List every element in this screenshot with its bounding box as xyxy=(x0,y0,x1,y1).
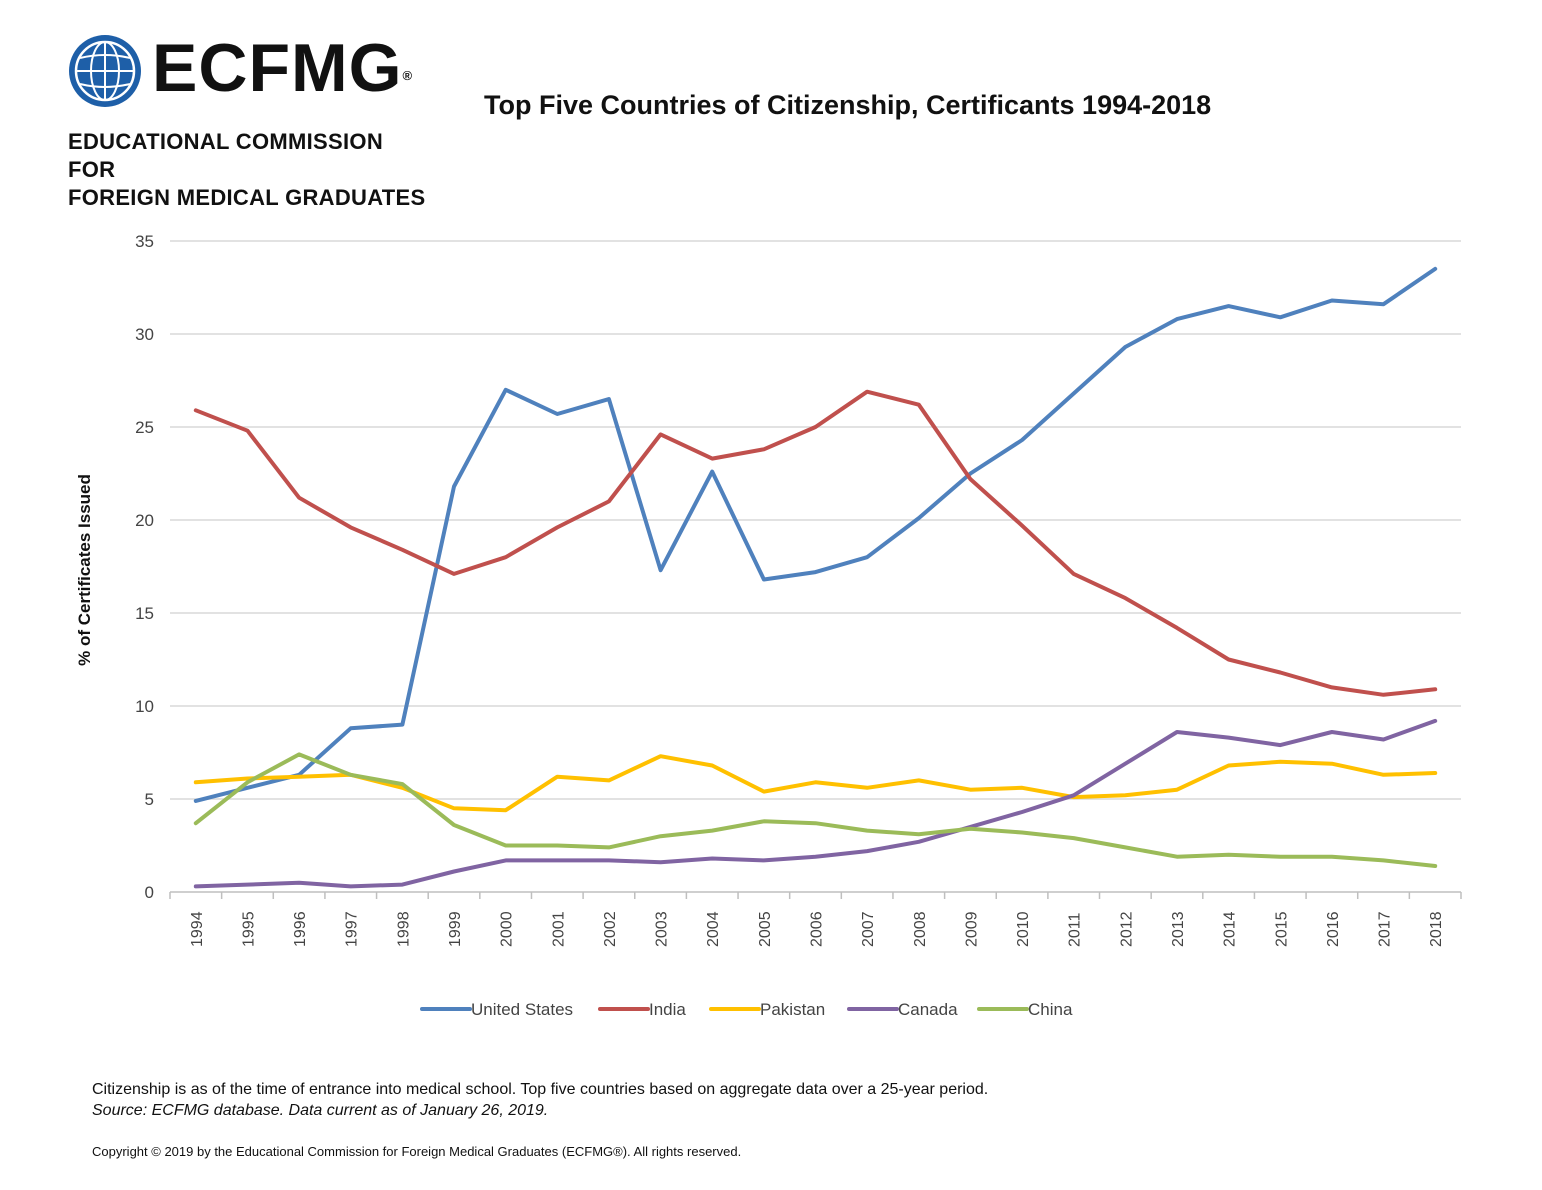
y-tick-label: 15 xyxy=(135,604,154,623)
x-tick-label: 2002 xyxy=(602,911,619,947)
x-tick-label: 1994 xyxy=(189,911,206,947)
x-tick-label: 2011 xyxy=(1067,912,1084,947)
x-tick-label: 2000 xyxy=(499,911,516,947)
x-tick-label: 2014 xyxy=(1222,911,1239,947)
legend-label: Pakistan xyxy=(760,1000,825,1019)
x-axis-ticks: 1994 1995 1996 1997 1998 1999 2000 2001 2002 2003… xyxy=(169,892,1462,947)
x-tick-label: 2008 xyxy=(912,911,929,947)
x-tick-label: 2006 xyxy=(809,911,826,947)
copyright-notice: Copyright © 2019 by the Educational Comm… xyxy=(92,1144,742,1159)
logo-subtitle: EDUCATIONAL COMMISSION FOR FOREIGN MEDIC… xyxy=(68,128,428,212)
logo-subtitle-line-2: FOREIGN MEDICAL GRADUATES xyxy=(68,185,426,210)
x-tick-label: 2012 xyxy=(1118,911,1135,947)
y-tick-label: 25 xyxy=(135,418,154,437)
series-line-india xyxy=(193,389,1438,697)
x-tick-label: 1995 xyxy=(240,911,257,947)
series-line-china xyxy=(193,752,1438,868)
gridlines xyxy=(170,240,1461,893)
x-tick-label: 1999 xyxy=(447,911,464,947)
logo-wordmark: ECFMG® xyxy=(152,30,414,106)
x-tick-label: 2017 xyxy=(1377,911,1394,947)
y-tick-label: 0 xyxy=(145,883,154,902)
y-tick-label: 35 xyxy=(135,232,154,251)
x-tick-label: 2007 xyxy=(860,911,877,947)
x-tick-label: 2015 xyxy=(1273,911,1290,947)
legend-label: United States xyxy=(471,1000,573,1019)
footnotes: Citizenship is as of the time of entranc… xyxy=(92,1079,988,1121)
x-tick-label: 1998 xyxy=(395,911,412,947)
series-line-united-states xyxy=(193,266,1438,803)
x-tick-label: 2005 xyxy=(757,911,774,947)
legend-label: China xyxy=(1028,1000,1073,1019)
series-line-canada xyxy=(193,718,1438,889)
x-tick-label: 2004 xyxy=(705,911,722,947)
x-tick-label: 2016 xyxy=(1325,911,1342,947)
series-line-pakistan xyxy=(193,754,1438,813)
legend-label: Canada xyxy=(898,1000,958,1019)
logo-subtitle-line-1: EDUCATIONAL COMMISSION FOR xyxy=(68,129,384,182)
chart-title: Top Five Countries of Citizenship, Certi… xyxy=(484,90,1212,120)
x-tick-label: 2013 xyxy=(1170,911,1187,947)
source-note: Source: ECFMG database. Data current as … xyxy=(92,1102,549,1119)
x-tick-label: 2003 xyxy=(654,911,671,947)
y-tick-label: 20 xyxy=(135,511,154,530)
series-lines xyxy=(193,266,1438,889)
y-axis-label: % of Certificates Issued xyxy=(75,474,94,666)
y-tick-label: 30 xyxy=(135,325,154,344)
y-tick-label: 10 xyxy=(135,697,154,716)
x-tick-label: 2010 xyxy=(1015,911,1032,947)
line-chart: 0 5 10 15 20 25 30 35 1994 1995 1996 1997 1998 1999 2… xyxy=(75,232,1462,1019)
y-tick-label: 5 xyxy=(145,790,154,809)
y-axis-ticks: 0 5 10 15 20 25 30 35 xyxy=(135,232,154,902)
x-tick-label: 2009 xyxy=(963,911,980,947)
x-tick-label: 1996 xyxy=(292,911,309,947)
x-tick-label: 1997 xyxy=(344,911,361,947)
x-tick-label: 2018 xyxy=(1428,911,1445,947)
legend-label: India xyxy=(649,1000,686,1019)
globe-icon xyxy=(69,35,141,107)
citizenship-note: Citizenship is as of the time of entranc… xyxy=(92,1081,989,1098)
x-tick-label: 2001 xyxy=(550,911,567,947)
legend: United States India Pakistan Canada China xyxy=(420,1000,1073,1019)
